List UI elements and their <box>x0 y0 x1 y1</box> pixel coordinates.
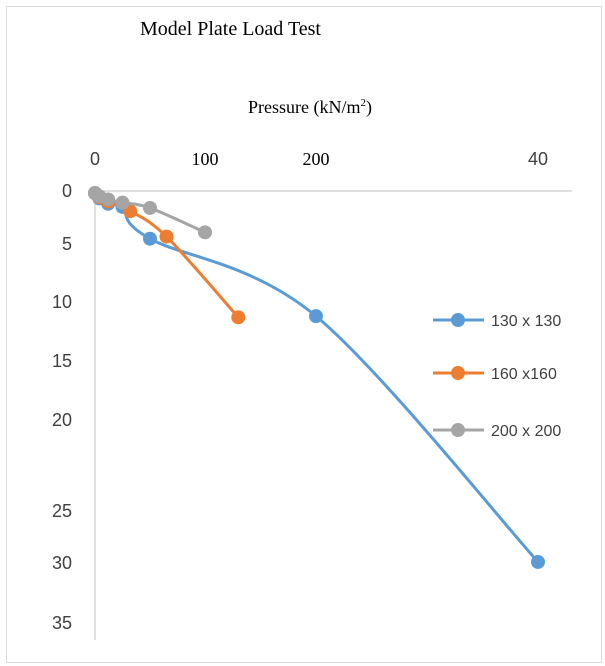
y-tick-label: 20 <box>52 410 72 430</box>
x-tick-label: 0 <box>90 149 100 169</box>
data-point <box>531 554 545 569</box>
x-tick-label: 100 <box>192 149 219 169</box>
data-point <box>198 225 212 240</box>
data-point <box>159 229 174 244</box>
data-point <box>101 192 116 207</box>
y-tick-label: 5 <box>62 234 72 254</box>
x-tick-label: 40 <box>528 149 548 169</box>
series-line <box>93 192 540 563</box>
series-line <box>93 192 240 319</box>
y-tick-label: 25 <box>52 501 72 521</box>
y-tick-label: 0 <box>62 181 72 201</box>
legend-marker <box>451 366 465 380</box>
legend-label: 130 x 130 <box>491 313 561 330</box>
data-point <box>143 231 157 246</box>
x-tick-label: 200 <box>303 149 330 169</box>
x-axis-label-end: ) <box>365 97 372 117</box>
y-tick-label: 35 <box>52 613 72 633</box>
x-axis-label: Pressure (kN/m2) <box>248 97 372 118</box>
legend-label: 160 x160 <box>491 366 557 383</box>
y-tick-label: 10 <box>52 292 72 312</box>
x-axis-label-sup: 2 <box>360 97 366 109</box>
x-axis-label-main: Pressure (kN/m <box>248 97 361 117</box>
legend-label: 200 x 200 <box>491 423 561 440</box>
data-point <box>309 309 323 324</box>
legend-marker <box>451 423 465 437</box>
data-point <box>231 310 246 325</box>
chart-frame <box>6 6 602 663</box>
legend-marker <box>451 313 465 327</box>
y-tick-label: 15 <box>52 351 72 371</box>
chart-title: Model Plate Load Test <box>140 18 321 40</box>
data-point <box>115 195 130 210</box>
data-point <box>143 200 157 215</box>
y-tick-label: 30 <box>52 553 72 573</box>
